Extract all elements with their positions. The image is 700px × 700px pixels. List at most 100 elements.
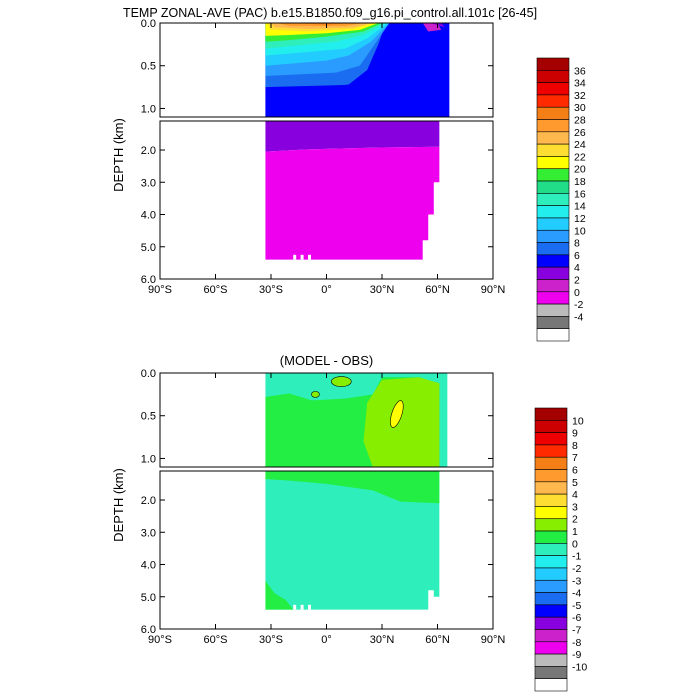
colorbar-box [536,279,570,293]
colorbar-label: 8 [574,238,580,250]
lower-field [265,471,440,610]
y-tick-label: 2.0 [141,145,156,157]
x-tick-label: 60°S [204,284,228,296]
y-tick-label: 3.0 [141,177,156,189]
y-tick-label: 6.0 [141,274,156,286]
y-tick-label: 6.0 [141,624,156,636]
x-tick-label: 60°S [204,634,228,646]
y-tick-label: 4.0 [141,560,156,572]
x-tick-label: 30°N [370,634,395,646]
y-tick-label: 0.0 [141,368,156,380]
x-tick-label: 60°N [425,634,450,646]
colorbar-label: 14 [574,201,586,213]
colorbar-box [536,156,570,170]
colorbar-box [534,481,568,495]
colorbar-label: 16 [574,188,586,200]
panel-title: (MODEL - OBS) [280,353,373,368]
colorbar-box [534,678,568,692]
field-band [265,580,294,610]
colorbar-box [534,432,568,446]
colorbar-box [534,629,568,643]
colorbar-label: 8 [572,440,578,452]
colorbar-label: 32 [574,90,586,102]
colorbar-box [534,592,568,606]
x-tick-label: 90°N [481,634,506,646]
colorbar-box [534,543,568,556]
colorbar-box [536,193,570,206]
colorbar-box [534,579,568,593]
x-tick-label: 0° [321,634,332,646]
y-tick-label: 2.0 [141,495,156,507]
colorbar-box [536,291,570,305]
colorbar-box [536,143,570,157]
x-tick-label: 90°S [148,634,172,646]
colorbar-label: 20 [574,164,586,176]
colorbar-box [536,205,570,219]
y-tick-label: 3.0 [141,527,156,539]
colorbar-label: 10 [574,225,586,237]
colorbar-label: 10 [572,415,584,427]
colorbar-label: 28 [574,115,586,127]
colorbar-label: 6 [574,250,580,262]
colorbar-box [534,469,568,483]
upper-field [265,23,450,117]
y-axis-label: DEPTH (km) [111,468,126,542]
colorbar-box [534,518,568,532]
colorbar-label: 1 [572,526,578,538]
colorbar-label: -9 [572,649,581,661]
colorbar-label: -4 [574,311,583,323]
colorbar-label: 18 [574,176,586,188]
colorbar-label: -2 [572,563,581,575]
colorbar-label: 0 [574,287,580,299]
colorbar-label: 2 [572,514,578,526]
colorbar-label: 2 [574,274,580,286]
colorbar-label: 30 [574,102,586,114]
bathymetry-notch [300,604,304,610]
colorbar-box [534,420,568,433]
bathymetry-notch [308,254,311,260]
colorbar-box [534,604,568,618]
colorbar-box [534,555,568,569]
upper-field [265,373,448,467]
bathymetry-notch [308,604,311,610]
colorbar-box [536,94,570,108]
field-band [265,146,440,260]
colorbar-label: 0 [572,538,578,550]
colorbar-label: -1 [572,551,581,563]
colorbar-box [534,641,568,655]
field-band [265,84,419,117]
field-band [265,471,440,610]
colorbar-box [536,82,570,96]
x-tick-label: 90°N [481,284,506,296]
colorbar-label: 5 [572,477,578,489]
y-tick-label: 5.0 [141,242,156,254]
colorbar-box [534,666,568,679]
y-tick-label: 0.5 [141,61,156,73]
colorbar-label: 22 [574,151,586,163]
colorbar-box [534,407,568,421]
colorbar-box [534,506,568,520]
colorbar-label: 9 [572,428,578,440]
colorbar-label: 34 [574,78,586,90]
colorbar-label: 4 [572,489,578,501]
colorbar-label: -6 [572,612,581,624]
colorbar-label: -8 [572,637,581,649]
colorbar-box [536,217,570,231]
colorbar-box [536,106,570,120]
colorbar-label: 26 [574,127,586,139]
colorbar-label: -7 [572,624,581,636]
field-band [265,471,440,504]
figure-title: TEMP ZONAL-AVE (PAC) b.e15.B1850.f09_g16… [123,6,537,20]
colorbar-label: -5 [572,600,581,612]
colorbar-label: -10 [572,661,587,673]
anomaly-blob [330,376,352,387]
colorbar-box [534,456,568,470]
colorbar-label: 12 [574,213,586,225]
y-axis-label: DEPTH (km) [111,118,126,192]
x-tick-label: 60°N [425,284,450,296]
colorbar-label: 3 [572,501,578,513]
colorbar-box [534,567,568,581]
x-tick-label: 0° [321,284,332,296]
x-tick-label: 30°S [259,284,283,296]
y-tick-label: 5.0 [141,592,156,604]
